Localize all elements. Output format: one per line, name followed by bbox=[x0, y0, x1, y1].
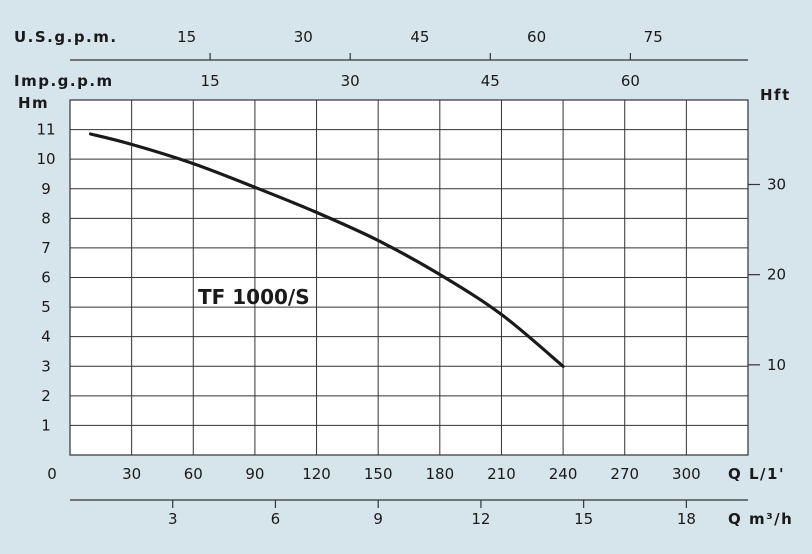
tick-label-lmin-8: 240 bbox=[549, 465, 578, 483]
tick-label-m-3: 4 bbox=[41, 328, 51, 346]
tick-label-lmin-1: 30 bbox=[122, 465, 141, 483]
series-label: TF 1000/S bbox=[198, 285, 310, 309]
x-tick-labels-imp-gpm: 15 30 45 60 bbox=[201, 53, 640, 90]
tick-label-imp-3: 60 bbox=[621, 72, 640, 90]
y-tick-labels-ft: 10 20 30 bbox=[748, 175, 786, 374]
tick-label-lmin-10: 300 bbox=[672, 465, 701, 483]
x-axis-title-us-gpm: U.S.g.p.m. bbox=[14, 28, 118, 46]
tick-label-m-7: 8 bbox=[41, 209, 51, 227]
x-tick-labels-m3h: 3 6 9 12 15 18 bbox=[168, 500, 696, 528]
tick-label-m3h-5: 18 bbox=[677, 510, 696, 528]
x-tick-labels-us-gpm: 15 30 45 60 75 bbox=[177, 28, 663, 46]
tick-label-m3h-1: 6 bbox=[271, 510, 281, 528]
tick-label-m-0: 1 bbox=[41, 416, 51, 434]
tick-label-m-10: 11 bbox=[36, 121, 55, 139]
y-tick-labels-m: 1 2 3 4 5 6 7 8 9 10 11 bbox=[36, 121, 55, 435]
tick-label-m-5: 6 bbox=[41, 269, 51, 287]
tick-label-us-4: 75 bbox=[644, 28, 663, 46]
tick-label-ft-1: 20 bbox=[767, 266, 786, 284]
tick-label-m-6: 7 bbox=[41, 239, 51, 257]
tick-label-m3h-2: 9 bbox=[373, 510, 383, 528]
tick-label-us-3: 60 bbox=[527, 28, 546, 46]
tick-label-ft-2: 30 bbox=[767, 175, 786, 193]
x-axis-title-m3h: Q m³/h bbox=[728, 510, 793, 528]
series-line-tf-1000-s bbox=[88, 132, 565, 368]
tick-label-lmin-0: 0 bbox=[47, 465, 57, 483]
tick-label-us-2: 45 bbox=[410, 28, 429, 46]
tick-label-imp-0: 15 bbox=[201, 72, 220, 90]
y-axis-title-ft: Hft bbox=[760, 86, 791, 104]
tick-label-ft-0: 10 bbox=[767, 356, 786, 374]
tick-label-m-1: 2 bbox=[41, 387, 51, 405]
tick-label-us-0: 15 bbox=[177, 28, 196, 46]
tick-label-imp-1: 30 bbox=[341, 72, 360, 90]
tick-label-lmin-7: 210 bbox=[487, 465, 516, 483]
tick-label-lmin-5: 150 bbox=[364, 465, 393, 483]
tick-label-lmin-6: 180 bbox=[425, 465, 454, 483]
y-axis-title-m: Hm bbox=[18, 94, 49, 112]
tick-label-m3h-0: 3 bbox=[168, 510, 178, 528]
tick-label-lmin-2: 60 bbox=[184, 465, 203, 483]
x-axis-title-lmin: Q L/1' bbox=[728, 465, 785, 483]
tick-label-lmin-4: 120 bbox=[302, 465, 331, 483]
tick-label-m-8: 9 bbox=[41, 180, 51, 198]
tick-label-lmin-9: 270 bbox=[610, 465, 639, 483]
tick-label-m3h-3: 12 bbox=[471, 510, 490, 528]
tick-label-m-4: 5 bbox=[41, 298, 51, 316]
tick-label-m3h-4: 15 bbox=[574, 510, 593, 528]
x-tick-labels-lmin: 0 30 60 90 120 150 180 210 240 270 300 bbox=[47, 465, 700, 483]
tick-label-us-1: 30 bbox=[294, 28, 313, 46]
tick-label-lmin-3: 90 bbox=[245, 465, 264, 483]
tick-label-m-9: 10 bbox=[36, 150, 55, 168]
x-axis-title-imp-gpm: Imp.g.p.m bbox=[14, 72, 114, 90]
tick-label-m-2: 3 bbox=[41, 357, 51, 375]
horizontal-gridlines bbox=[70, 129, 748, 426]
tick-label-imp-2: 45 bbox=[481, 72, 500, 90]
